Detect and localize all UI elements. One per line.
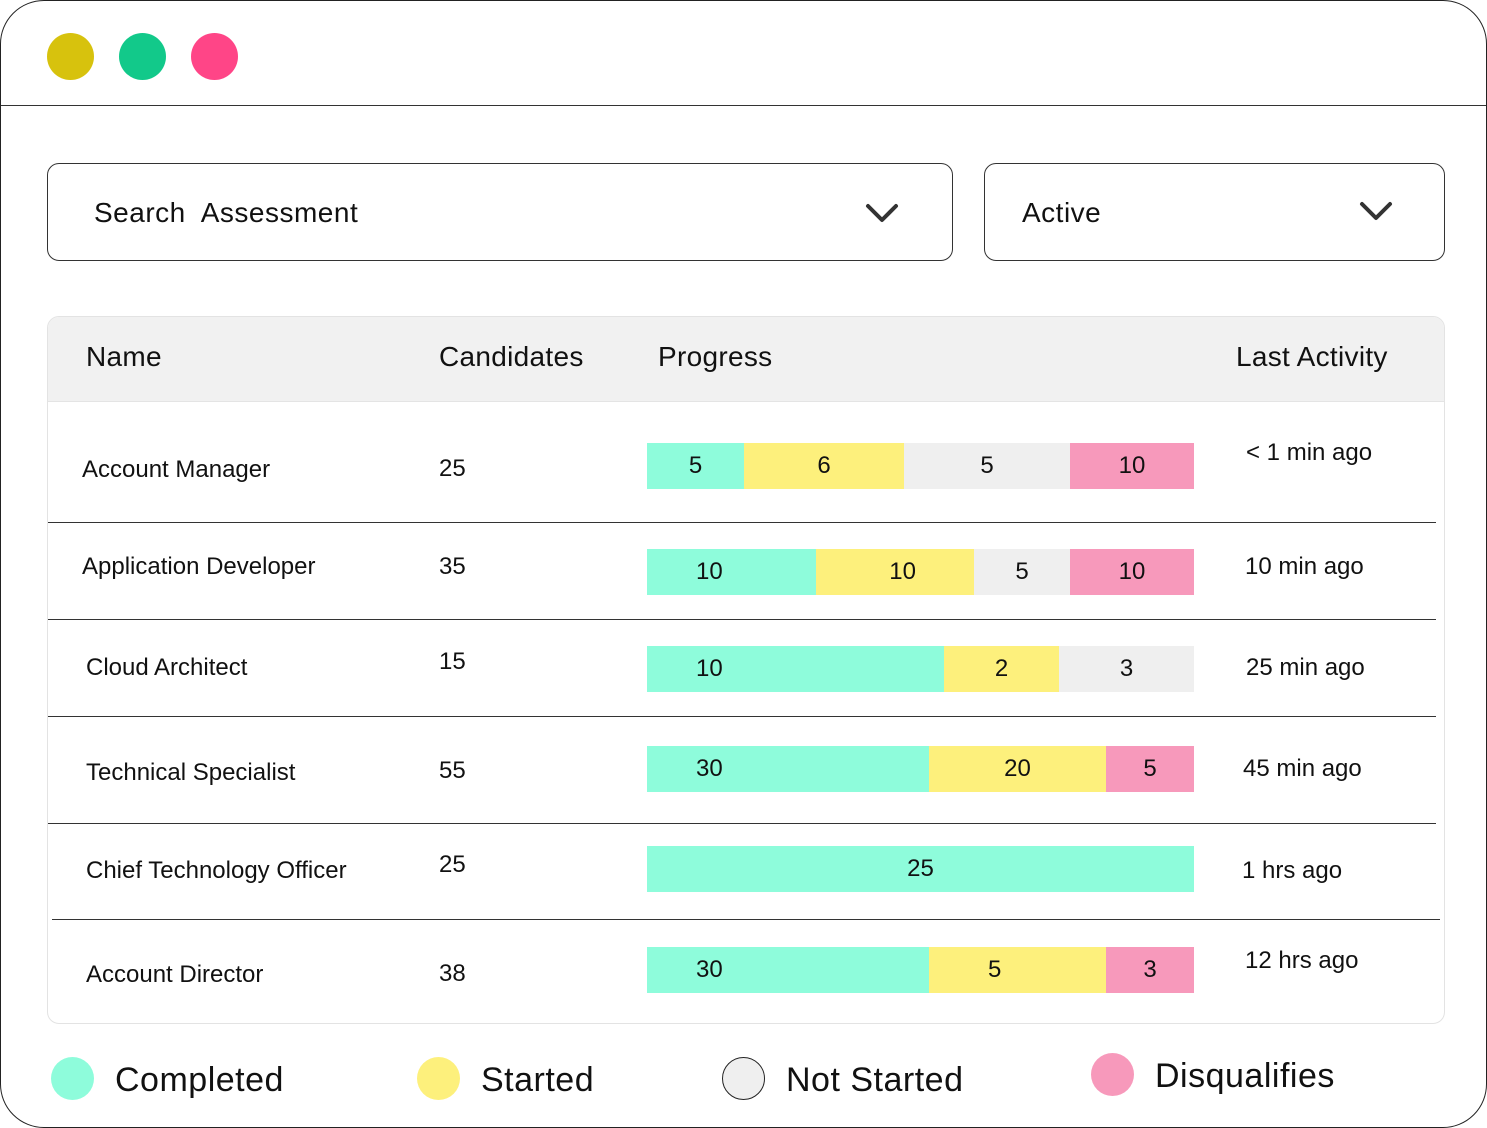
progress-completed: 25 [647,846,1194,892]
row-divider [48,522,1436,523]
row-last-activity: 12 hrs ago [1245,947,1359,974]
table-row[interactable]: Cloud Architect 15 10 2 3 25 min ago [48,620,1438,716]
progress-completed: 30 [647,746,929,792]
progress-disqualified: 10 [1070,443,1194,489]
legend-started-label: Started [481,1061,595,1099]
progress-completed: 5 [647,443,744,489]
row-name: Cloud Architect [86,654,248,681]
chevron-down-icon [1360,202,1392,220]
header-last-activity[interactable]: Last Activity [1236,341,1388,372]
progress-started: 2 [944,646,1059,692]
row-candidates: 15 [439,648,466,675]
row-candidates: 35 [439,553,466,580]
legend-disqualified-label: Disqualifies [1155,1057,1335,1095]
status-filter-dropdown[interactable]: Active [984,163,1445,261]
legend-completed-swatch [51,1057,94,1100]
row-last-activity: < 1 min ago [1246,439,1373,466]
assessments-table: Name Candidates Progress Last Activity A… [47,316,1445,1024]
progress-completed: 30 [647,947,929,993]
progress-completed: 10 [647,646,944,692]
progress-bar: 30 5 3 [647,947,1194,993]
table-row[interactable]: Account Manager 25 5 6 5 10 < 1 min ago [48,401,1438,521]
table-row[interactable]: Account Director 38 30 5 3 12 hrs ago [48,920,1438,1023]
chevron-down-icon [866,204,898,222]
progress-not-started: 3 [1059,646,1194,692]
row-name: Chief Technology Officer [86,857,347,884]
search-assessment-dropdown[interactable]: Search Assessment [47,163,953,261]
row-name: Application Developer [82,553,316,580]
progress-bar: 10 10 5 10 [647,549,1194,595]
window-minimize-button[interactable] [47,33,94,80]
row-candidates: 25 [439,455,466,482]
header-name[interactable]: Name [86,341,162,372]
table-row[interactable]: Technical Specialist 55 30 20 5 45 min a… [48,717,1438,823]
table-header: Name Candidates Progress Last Activity [48,317,1444,402]
progress-disqualified: 5 [1106,746,1194,792]
progress-not-started: 5 [974,549,1070,595]
table-row[interactable]: Application Developer 35 10 10 5 10 10 m… [48,523,1438,619]
row-name: Account Director [86,961,264,988]
row-last-activity: 1 hrs ago [1242,857,1343,884]
progress-disqualified: 10 [1070,549,1194,595]
header-candidates[interactable]: Candidates [439,341,584,372]
progress-bar: 30 20 5 [647,746,1194,792]
row-candidates: 38 [439,960,466,987]
progress-started: 5 [929,947,1106,993]
window-maximize-button[interactable] [119,33,166,80]
row-last-activity: 10 min ago [1245,553,1364,580]
search-assessment-label: Search Assessment [94,197,359,228]
progress-disqualified: 3 [1106,947,1194,993]
legend-not-started-label: Not Started [786,1061,964,1099]
row-last-activity: 25 min ago [1246,654,1365,681]
legend-started-swatch [417,1057,460,1100]
header-progress[interactable]: Progress [658,341,773,372]
progress-bar: 25 [647,846,1194,892]
row-candidates: 25 [439,851,466,878]
progress-bar: 10 2 3 [647,646,1194,692]
progress-completed: 10 [647,549,816,595]
progress-started: 10 [816,549,974,595]
title-bar [1,1,1486,106]
legend-disqualified-swatch [1091,1053,1134,1096]
progress-not-started: 5 [904,443,1070,489]
legend-not-started-swatch [722,1057,765,1100]
row-divider [48,823,1436,824]
status-filter-value: Active [1022,197,1102,228]
row-divider [48,619,1436,620]
progress-bar: 5 6 5 10 [647,443,1194,489]
row-last-activity: 45 min ago [1243,755,1362,782]
row-name: Technical Specialist [86,759,296,786]
legend-completed-label: Completed [115,1061,284,1099]
window-close-button[interactable] [191,33,238,80]
row-divider [52,919,1440,920]
row-candidates: 55 [439,757,466,784]
progress-started: 6 [744,443,904,489]
row-divider [48,716,1436,717]
progress-started: 20 [929,746,1106,792]
row-name: Account Manager [82,456,271,483]
table-row[interactable]: Chief Technology Officer 25 25 1 hrs ago [48,824,1438,919]
